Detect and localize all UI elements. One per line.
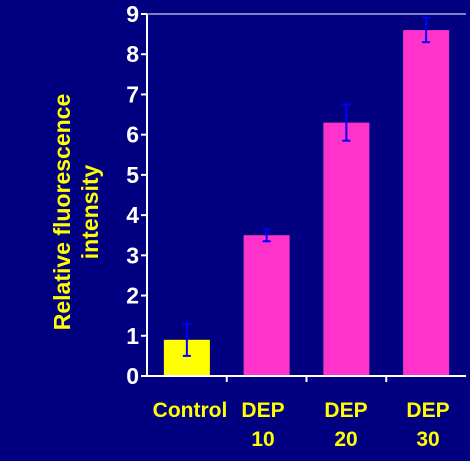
y-tick-label: 8 — [126, 41, 139, 67]
bars — [163, 30, 450, 376]
y-tick-label: 9 — [126, 1, 139, 27]
y-tick-label: 3 — [126, 242, 139, 268]
x-category-label-line: 20 — [334, 428, 357, 451]
y-axis-ticks: 0 1 2 3 4 5 6 7 8 9 — [126, 1, 147, 389]
bar — [323, 122, 370, 376]
x-category-label-line: Control — [153, 399, 228, 422]
y-tick-label: 7 — [126, 81, 139, 107]
y-tick-label: 5 — [126, 162, 139, 188]
error-bars — [182, 17, 431, 357]
y-tick-label: 0 — [126, 363, 139, 389]
bar — [243, 235, 290, 376]
x-category-label: DEP 10 — [241, 399, 284, 451]
x-category-label: Control — [153, 399, 228, 422]
x-category-label-line: DEP — [324, 399, 367, 422]
x-category-label: DEP 20 — [324, 399, 367, 451]
axes — [146, 13, 466, 382]
x-category-label-line: DEP — [406, 399, 449, 422]
y-tick-label: 2 — [126, 283, 139, 309]
bar — [403, 30, 450, 376]
y-axis-title-text: Relative fluorescenceintensity — [49, 94, 103, 331]
x-category-label-line: DEP — [241, 399, 284, 422]
x-category-label-line: 10 — [251, 428, 274, 451]
y-axis-title-line: Relative fluorescence — [49, 94, 75, 331]
y-tick-label: 1 — [126, 323, 139, 349]
y-tick-label: 6 — [126, 122, 139, 148]
x-category-label: DEP 30 — [406, 399, 449, 451]
y-axis-title: Relative fluorescenceintensity — [49, 94, 103, 331]
y-tick-label: 4 — [126, 202, 139, 228]
y-axis-title-line: intensity — [77, 165, 103, 260]
category-labels: Control DEP 10 DEP 20 DEP 30 — [153, 399, 450, 451]
x-category-label-line: 30 — [416, 428, 439, 451]
